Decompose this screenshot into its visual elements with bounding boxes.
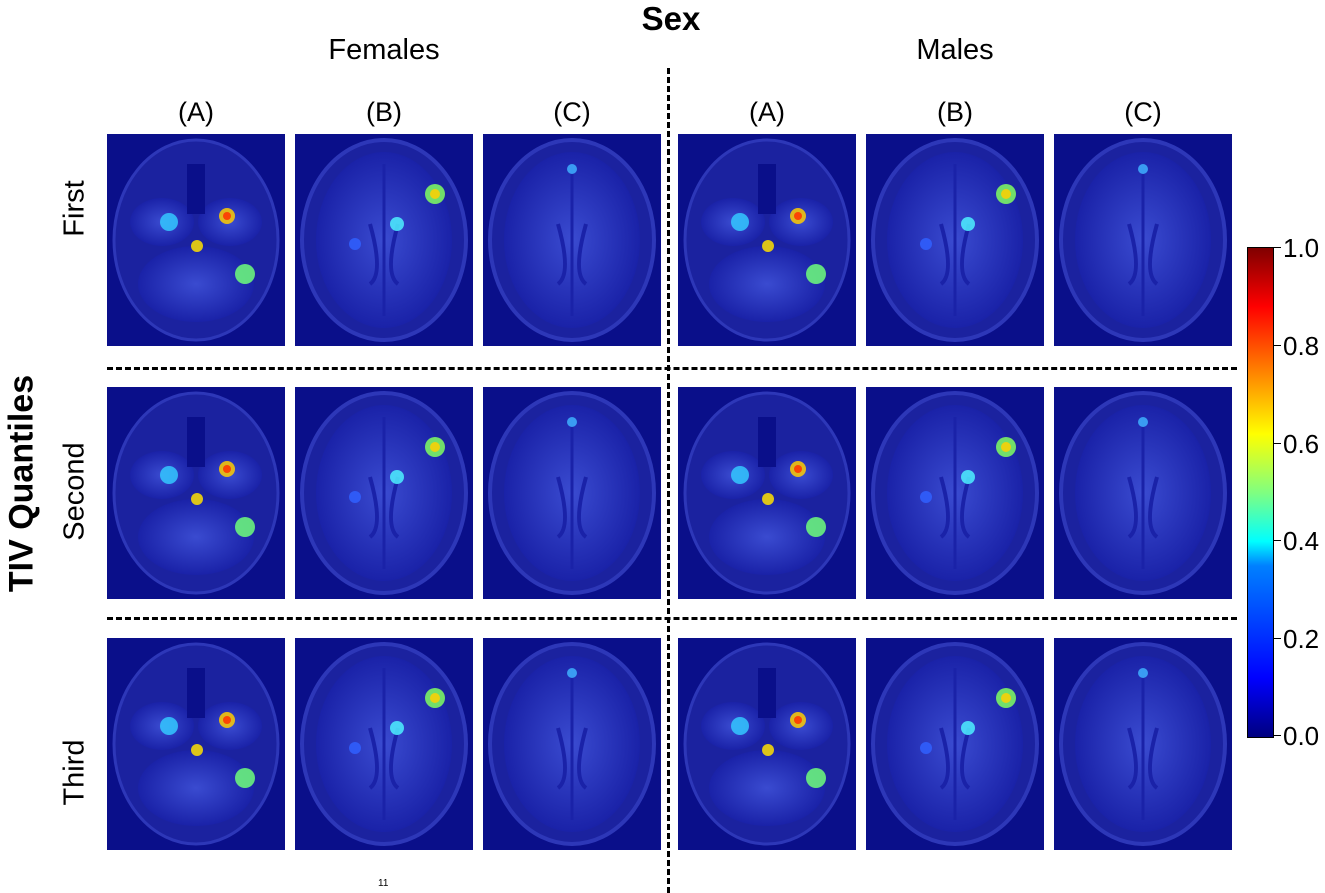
row-label-first: First (58, 180, 91, 237)
col-label-male-a: (A) (749, 97, 785, 127)
row-label-second: Second (58, 442, 91, 541)
colorbar-tick-label: 1.0 (1283, 233, 1320, 263)
group-label-males: Males (916, 34, 994, 66)
colorbar (1247, 247, 1274, 738)
brain-map-panel (295, 134, 473, 346)
row-axis-label: TIV Quantiles (2, 374, 41, 593)
brain-map-panel (678, 134, 856, 346)
colorbar-tick (1273, 443, 1281, 444)
group-divider (667, 68, 670, 893)
colorbar-tick (1273, 345, 1281, 346)
figure-title: Sex (641, 0, 701, 37)
brain-map-panel (1054, 638, 1232, 850)
colorbar-tick-label: 0.6 (1283, 429, 1320, 459)
colorbar-tick-label: 0.4 (1283, 526, 1320, 556)
colorbar-tick-label: 0.8 (1283, 331, 1320, 361)
brain-map-panel (1054, 387, 1232, 599)
col-label-male-b: (B) (937, 97, 973, 127)
brain-map-panel (295, 387, 473, 599)
brain-map-panel (107, 134, 285, 346)
brain-map-panel (107, 387, 285, 599)
colorbar-tick (1273, 247, 1281, 248)
page-number: 11 (378, 878, 389, 889)
brain-map-panel (866, 134, 1044, 346)
brain-map-panel (483, 134, 661, 346)
brain-map-panel (678, 387, 856, 599)
brain-map-panel (483, 638, 661, 850)
colorbar-tick-label: 0.0 (1283, 721, 1320, 751)
colorbar-tick (1273, 540, 1281, 541)
col-label-female-b: (B) (366, 97, 402, 127)
brain-map-panel (483, 387, 661, 599)
col-label-female-c: (C) (553, 97, 591, 127)
group-label-females: Females (328, 34, 440, 66)
colorbar-tick (1273, 735, 1281, 736)
brain-map-panel (295, 638, 473, 850)
colorbar-tick (1273, 638, 1281, 639)
brain-map-panel (866, 638, 1044, 850)
row-divider-2 (107, 617, 1237, 620)
row-divider-1 (107, 367, 1237, 370)
colorbar-tick-label: 0.2 (1283, 624, 1320, 654)
brain-map-panel (678, 638, 856, 850)
brain-map-panel (866, 387, 1044, 599)
brain-map-panel (1054, 134, 1232, 346)
row-label-third: Third (58, 739, 91, 806)
col-label-female-a: (A) (178, 97, 214, 127)
brain-map-panel (107, 638, 285, 850)
col-label-male-c: (C) (1124, 97, 1162, 127)
